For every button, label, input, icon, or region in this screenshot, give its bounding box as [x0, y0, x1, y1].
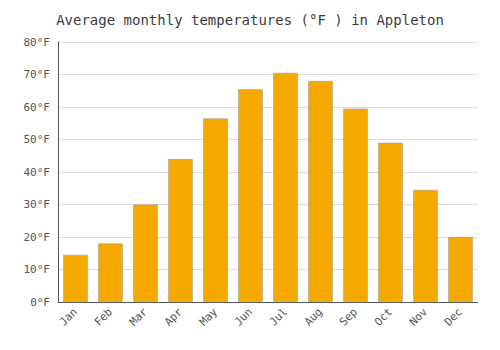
svg-text:Feb: Feb [92, 305, 115, 328]
svg-text:40°F: 40°F [24, 166, 51, 179]
svg-text:Average monthly temperatures (: Average monthly temperatures (°F ) in Ap… [56, 12, 444, 28]
svg-text:Jun: Jun [232, 305, 255, 328]
svg-text:70°F: 70°F [24, 68, 51, 81]
svg-text:30°F: 30°F [24, 198, 51, 211]
svg-text:0°F: 0°F [30, 296, 50, 309]
svg-text:Mar: Mar [127, 305, 150, 328]
svg-text:Nov: Nov [407, 305, 430, 328]
svg-text:Aug: Aug [302, 305, 325, 328]
svg-text:20°F: 20°F [24, 231, 51, 244]
svg-text:Oct: Oct [372, 305, 395, 328]
svg-text:Dec: Dec [442, 305, 465, 328]
svg-text:Jul: Jul [267, 305, 290, 328]
svg-text:80°F: 80°F [24, 36, 51, 49]
svg-text:Apr: Apr [162, 305, 185, 328]
svg-text:Sep: Sep [337, 305, 360, 328]
svg-text:60°F: 60°F [24, 101, 51, 114]
svg-text:Jan: Jan [57, 305, 80, 328]
svg-text:May: May [197, 305, 220, 328]
svg-text:50°F: 50°F [24, 133, 51, 146]
svg-text:10°F: 10°F [24, 263, 51, 276]
